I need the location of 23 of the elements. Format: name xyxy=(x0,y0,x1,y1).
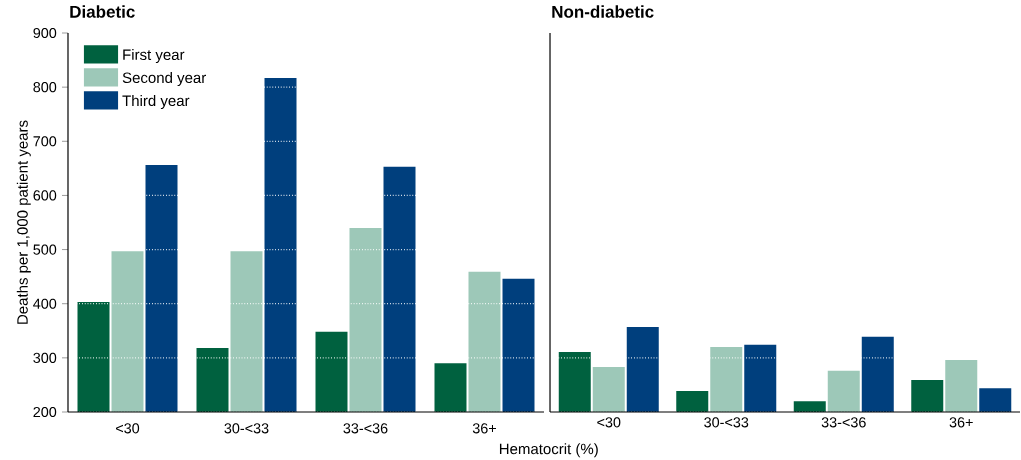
y-tick-label: 300 xyxy=(33,352,57,363)
x-tick-label: 33-<36 xyxy=(821,417,866,428)
legend-label: Second year xyxy=(122,72,206,86)
chart-title: Diabetic xyxy=(70,5,135,18)
x-tick-label: 30-<33 xyxy=(224,423,269,434)
y-tick-label: 400 xyxy=(33,298,57,309)
x-tick-label: 36+ xyxy=(949,417,973,428)
y-tick-label: 900 xyxy=(33,27,57,39)
chart-title: Non-diabetic xyxy=(552,5,654,18)
y-tick-label: 800 xyxy=(33,82,57,93)
y-tick-label: 500 xyxy=(33,244,57,255)
x-tick-label: 30-<33 xyxy=(704,417,749,428)
x-axis-title: Hematocrit (%) xyxy=(499,443,598,458)
y-tick-label: 700 xyxy=(33,136,57,147)
y-tick-label: 200 xyxy=(33,406,57,418)
x-tick-label: 36+ xyxy=(472,423,496,434)
x-tick-label: 33-<36 xyxy=(343,423,388,434)
x-tick-label: <30 xyxy=(116,423,140,434)
x-tick-label: <30 xyxy=(597,417,621,428)
y-axis-title: Deaths per 1,000 patient years xyxy=(16,120,31,324)
legend-label: Third year xyxy=(122,95,190,110)
legend-label: First year xyxy=(123,49,185,63)
y-tick-label: 600 xyxy=(33,190,57,201)
